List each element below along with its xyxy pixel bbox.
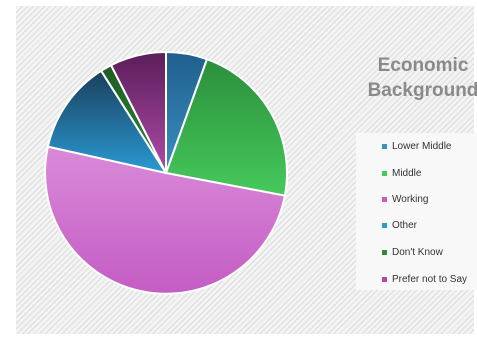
pie-slice-prefer-not-to-say	[109, 50, 167, 174]
legend-swatch	[382, 249, 387, 255]
legend-item-don-t-know: Don't Know	[356, 245, 443, 259]
pie-slice-working	[44, 145, 287, 295]
legend-item-prefer-not-to-say: Prefer not to Say	[356, 272, 467, 286]
legend: Lower Middle Middle Working Other Don't Know…	[356, 133, 477, 290]
legend-item-middle: Middle	[356, 166, 421, 180]
chart-title-line2: Background	[367, 80, 477, 101]
chart-title-line1: Economic	[377, 55, 469, 76]
legend-label: Other	[392, 219, 418, 231]
chart-title: Economic Background	[348, 53, 477, 103]
legend-item-working: Working	[356, 192, 429, 206]
legend-swatch	[382, 196, 387, 202]
legend-item-lower-middle: Lower Middle	[356, 139, 451, 153]
pie-slice-middle	[164, 57, 288, 197]
legend-label: Working	[392, 193, 429, 205]
legend-label: Don't Know	[392, 246, 443, 258]
legend-label: Prefer not to Say	[392, 273, 468, 285]
legend-swatch	[382, 143, 387, 149]
legend-item-other: Other	[356, 218, 417, 232]
pie-slice-other	[46, 69, 169, 175]
legend-swatch	[382, 276, 387, 282]
legend-label: Lower Middle	[392, 140, 452, 152]
legend-swatch	[382, 170, 387, 176]
legend-swatch	[382, 222, 387, 228]
legend-label: Middle	[392, 167, 422, 179]
